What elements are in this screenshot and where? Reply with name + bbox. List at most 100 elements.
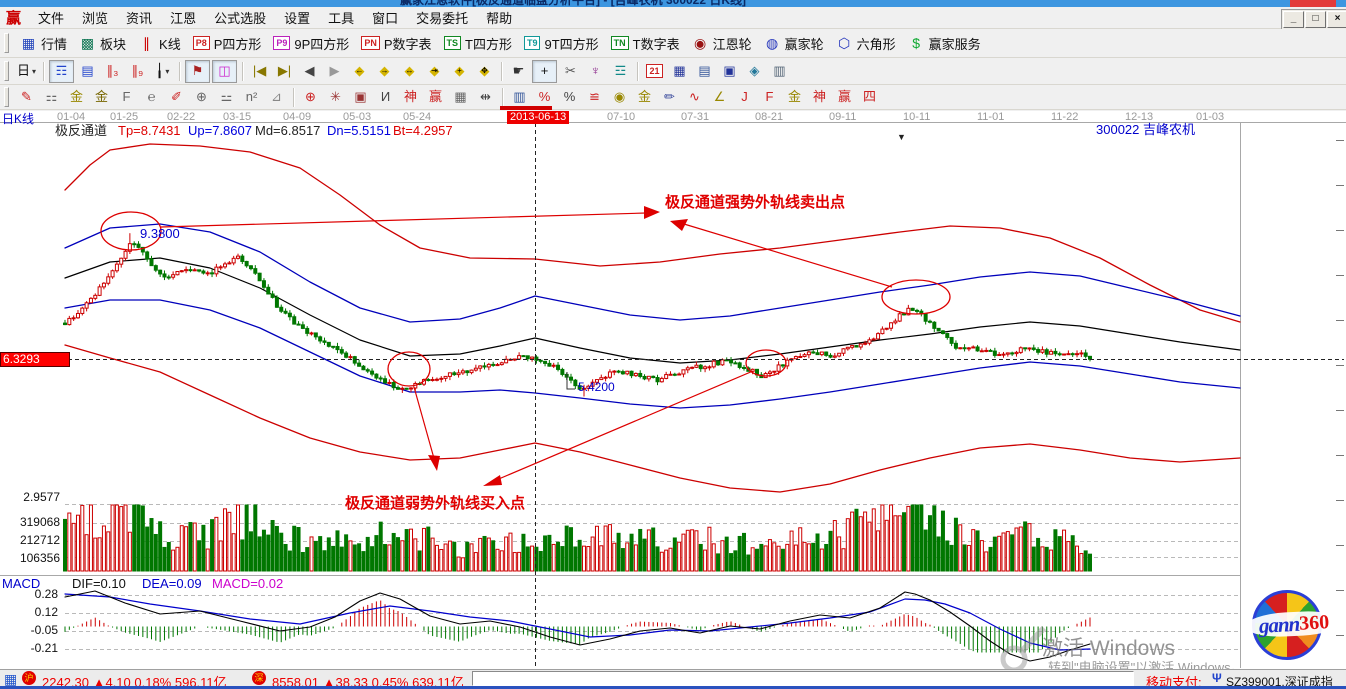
nav-calendar-button[interactable]: 21: [643, 61, 666, 82]
draw-ying-angle-button[interactable]: 赢: [833, 87, 856, 108]
draw-quote-tool-button[interactable]: И: [374, 87, 397, 108]
period-day-dropdown[interactable]: ▾: [32, 66, 37, 76]
chart-canvas[interactable]: 日K线 01-04 01-25 02-22 03-15 04-09 05-03 05-24 07…: [0, 111, 1346, 675]
nav-diamond-shrink-button[interactable]: ◆ ⇥: [423, 61, 446, 82]
menu-item-0[interactable]: 文件: [38, 11, 65, 26]
draw-gold-lines-button[interactable]: 金: [633, 87, 656, 108]
nav-period-day-button[interactable]: 日 ▾: [15, 61, 38, 82]
nav-workstation-button[interactable]: ▥: [768, 61, 791, 82]
draw-gold-circle-button[interactable]: ◉: [608, 87, 631, 108]
toolbar-t-square-button[interactable]: TS T四方形: [438, 32, 518, 55]
toolbar-hexagon-button[interactable]: ⬡ 六角形: [830, 32, 902, 55]
close-button[interactable]: ×: [1327, 11, 1346, 28]
menu-item-5[interactable]: 设置: [284, 11, 311, 26]
draw-gold-angle-button[interactable]: ∠: [708, 87, 731, 108]
draw-percent-slash-button[interactable]: %: [533, 87, 556, 108]
draw-span-arrows-button[interactable]: ⇹: [474, 87, 497, 108]
nav-diamond-left-button[interactable]: ◆ ←: [348, 61, 371, 82]
draw-bar-ruler-button[interactable]: ▥: [508, 87, 531, 108]
minimize-button[interactable]: _: [1283, 11, 1304, 28]
draw-cycle-circle-button[interactable]: ⊕: [190, 87, 213, 108]
toolbar-kline-button[interactable]: ∥ K线: [132, 32, 187, 55]
nav-candle-style-button[interactable]: ╽ ▾: [151, 61, 174, 82]
draw-j-angle-button[interactable]: J: [733, 87, 756, 108]
draw-brush-button[interactable]: ✏: [658, 87, 681, 108]
draw-gold-grid-a-button[interactable]: 金: [65, 87, 88, 108]
nav-diamond-expand-button[interactable]: ◆ ↔: [398, 61, 421, 82]
titlebar-close-button[interactable]: [1290, 0, 1336, 7]
nav-crosshair-button[interactable]: +: [532, 59, 557, 83]
hexagon-label: 六角形: [856, 36, 896, 52]
nav-diamond-cross-button[interactable]: ◆ +: [448, 61, 471, 82]
draw-gold-angle-2-button[interactable]: 金: [783, 87, 806, 108]
draw-gold-grid-b-button[interactable]: 金: [90, 87, 113, 108]
draw-percent-button[interactable]: %: [558, 87, 581, 108]
draw-circle-cross-button[interactable]: ⊕: [299, 87, 322, 108]
nav-notes-button[interactable]: ▤: [693, 61, 716, 82]
toolbar-winner-wheel-button[interactable]: ◍ 赢家轮: [758, 32, 830, 55]
nav-prev-page-button[interactable]: ◀: [298, 61, 321, 82]
menu-item-2[interactable]: 资讯: [126, 11, 153, 26]
nav-calculator-button[interactable]: ▦: [668, 61, 691, 82]
draw-shen-grid-button[interactable]: 神: [399, 87, 422, 108]
nav-trend-view-button[interactable]: ☶: [49, 59, 74, 83]
news-ticker[interactable]: 移动支付:: [1146, 675, 1202, 689]
nav-web-save-button[interactable]: ◈: [743, 61, 766, 82]
nav-kline-3-button[interactable]: ∥₃: [101, 61, 124, 82]
nav-next-page-button[interactable]: ▶: [323, 61, 346, 82]
toolbar-p-table-button[interactable]: PN P数字表: [355, 32, 437, 55]
shanghai-index-quote[interactable]: 2242.30 ▲4.10 0.18% 596.11亿: [42, 675, 227, 689]
nav-kline-9-button[interactable]: ∥₉: [126, 61, 149, 82]
nav-first-page-button[interactable]: |◀: [248, 61, 271, 82]
draw-draw-pen-button[interactable]: ✎: [15, 87, 38, 108]
toolbar-9p-square-button[interactable]: P9 9P四方形: [267, 32, 355, 55]
draw-pen-grid-button[interactable]: ✐: [165, 87, 188, 108]
toolbar-p-square-button[interactable]: P8 P四方形: [187, 32, 268, 55]
toolbar-gann-wheel-button[interactable]: ◉ 江恩轮: [686, 32, 758, 55]
draw-tick-grid-button[interactable]: ⚍: [215, 87, 238, 108]
toolbar-t-table-button[interactable]: TN T数字表: [605, 32, 686, 55]
draw-n-square-button[interactable]: n²: [240, 87, 263, 108]
nav-color-histogram-button[interactable]: ◫: [212, 59, 237, 83]
draw-shen-angle-button[interactable]: 神: [808, 87, 831, 108]
draw-fibo-grid-button[interactable]: F: [115, 87, 138, 108]
menu-item-6[interactable]: 工具: [328, 11, 355, 26]
menu-item-1[interactable]: 浏览: [82, 11, 109, 26]
toolbar-quotes-button[interactable]: ▦ 行情: [14, 32, 73, 55]
nav-last-page-button[interactable]: ▶|: [273, 61, 296, 82]
restore-button[interactable]: □: [1305, 11, 1326, 28]
draw-star-burst-button[interactable]: ✳: [324, 87, 347, 108]
toolbar-9t-square-button[interactable]: T9 9T四方形: [518, 32, 605, 55]
draw-ying-grid-button[interactable]: 赢: [424, 87, 447, 108]
menu-item-8[interactable]: 交易委托: [416, 11, 469, 26]
draw-square-spiral-button[interactable]: ▣: [349, 87, 372, 108]
status-input[interactable]: [472, 671, 1134, 686]
toolbar-sectors-button[interactable]: ▩ 板块: [73, 32, 132, 55]
draw-spiral-button[interactable]: ℮: [140, 87, 163, 108]
nav-key-tool-button[interactable]: ✂: [559, 61, 582, 82]
nav-pan-hand-button[interactable]: ☛: [507, 61, 530, 82]
nav-diamond-full-button[interactable]: ◆ ✥: [473, 61, 496, 82]
candle-style-dropdown[interactable]: ▾: [165, 66, 170, 76]
menu-item-7[interactable]: 窗口: [372, 11, 399, 26]
nav-diamond-right-button[interactable]: ◆ →: [373, 61, 396, 82]
nav-formula-flag-button[interactable]: ⚑: [185, 59, 210, 83]
draw-f-angle-button[interactable]: F: [758, 87, 781, 108]
nav-wave-tool-button[interactable]: ☲: [609, 61, 632, 82]
draw-wave-angle-button[interactable]: ∿: [683, 87, 706, 108]
draw-percent-lines-button[interactable]: ≌: [583, 87, 606, 108]
draw-si-angle-button[interactable]: 四: [858, 87, 881, 108]
quotes-grid-icon[interactable]: ▦: [4, 671, 18, 687]
shenzhen-index-quote[interactable]: 8558.01 ▲38.33 0.45% 639.11亿: [272, 675, 464, 689]
menu-item-3[interactable]: 江恩: [170, 11, 197, 26]
nav-save-button[interactable]: ▣: [718, 61, 741, 82]
menu-item-4[interactable]: 公式选股: [214, 11, 267, 26]
draw-grid-123-button[interactable]: ▦: [449, 87, 472, 108]
nav-gann-tool-button[interactable]: ♆: [584, 61, 607, 82]
draw-gann-grid-button[interactable]: ⚏: [40, 87, 63, 108]
toolbar-service-button[interactable]: $ 赢家服务: [902, 32, 987, 55]
current-index-code[interactable]: SZ399001,深证成指: [1226, 675, 1333, 689]
draw-protractor-button[interactable]: ⊿: [265, 87, 288, 108]
menu-item-9[interactable]: 帮助: [486, 11, 513, 26]
nav-report-view-button[interactable]: ▤: [76, 61, 99, 82]
